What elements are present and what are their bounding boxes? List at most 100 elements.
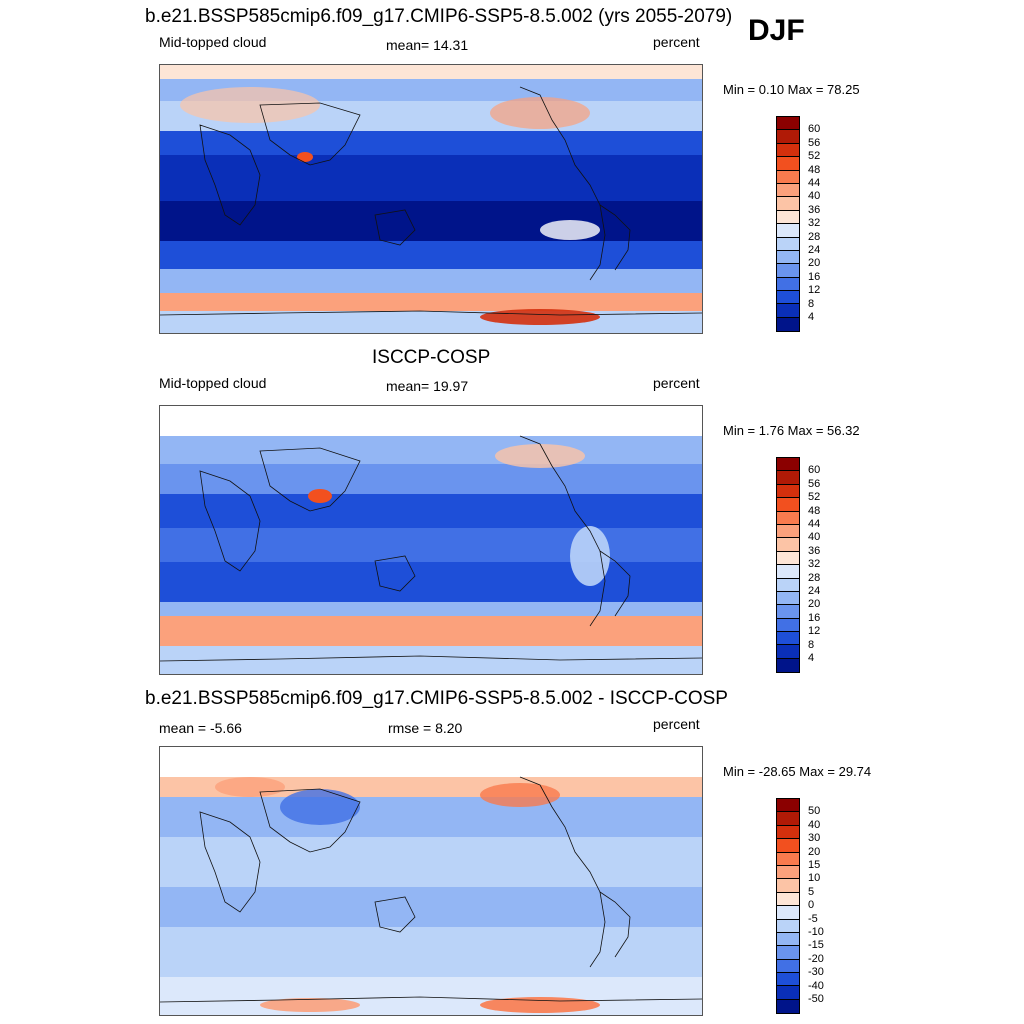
panel-1-units-label: percent: [653, 34, 700, 50]
colorbar-swatch: [777, 999, 799, 1014]
colorbar-tick-label: 8: [808, 638, 815, 651]
colorbar-tick-label: -20: [808, 952, 824, 965]
panel-3-map: [159, 746, 703, 1016]
colorbar-tick-label: 20: [808, 257, 821, 270]
colorbar-swatch: [777, 658, 799, 673]
panel-3-units-label: percent: [653, 716, 700, 732]
colorbar-swatch: [777, 879, 799, 893]
panel-1-variable-label: Mid-topped cloud: [159, 34, 267, 50]
colorbar-tick-label: 52: [808, 491, 821, 504]
colorbar-tick-label: 40: [808, 818, 821, 831]
colorbar-swatch: [777, 645, 799, 659]
colorbar-tick-label: -10: [808, 926, 824, 938]
colorbar-tick-label: -5: [808, 912, 818, 925]
colorbar-swatch: [777, 946, 799, 960]
panel-1-mean-label: mean= 14.31: [386, 37, 469, 53]
panel-2-mean-label: mean= 19.97: [386, 378, 469, 394]
colorbar-swatch: [777, 210, 799, 225]
colorbar-tick-label: 4: [808, 311, 815, 323]
colorbar-tick-label: 40: [808, 531, 821, 544]
colorbar-swatch: [777, 511, 799, 525]
panel-2-map: [159, 405, 703, 675]
panel-3-colorbar: [776, 798, 800, 1015]
panel-2-units-label: percent: [653, 375, 700, 391]
colorbar-tick-label: 4: [808, 652, 815, 664]
panel-2-variable-label: Mid-topped cloud: [159, 375, 267, 391]
colorbar-tick-label: 16: [808, 270, 821, 283]
colorbar-swatch: [777, 317, 799, 332]
colorbar-swatch: [777, 825, 799, 840]
panel-3-map-field: [160, 747, 702, 1015]
colorbar-tick-label: 8: [808, 297, 815, 310]
colorbar-tick-label: 60: [808, 464, 821, 477]
panel-1-map-field: [160, 65, 702, 333]
colorbar-swatch: [777, 237, 799, 251]
colorbar-tick-label: 50: [808, 805, 821, 818]
panel-1-colorbar: [776, 116, 800, 333]
panel-2-map-field: [160, 406, 702, 674]
colorbar-tick-label: 44: [808, 518, 821, 530]
colorbar-tick-label: 36: [808, 544, 821, 557]
colorbar-tick-label: 10: [808, 872, 821, 885]
colorbar-tick-label: 5: [808, 885, 815, 898]
colorbar-swatch: [777, 865, 799, 880]
colorbar-swatch: [777, 471, 799, 485]
colorbar-tick-label: -30: [808, 966, 824, 979]
colorbar-tick-label: 24: [808, 585, 821, 597]
panel-3-mean-label: mean = -5.66: [159, 720, 242, 736]
colorbar-swatch: [777, 551, 799, 566]
colorbar-tick-label: 0: [808, 899, 815, 912]
colorbar-swatch: [777, 973, 799, 987]
colorbar-swatch: [777, 892, 799, 907]
colorbar-swatch: [777, 986, 799, 1000]
colorbar-swatch: [777, 852, 799, 866]
panel-1-title: b.e21.BSSP585cmip6.f09_g17.CMIP6-SSP5-8.…: [145, 6, 733, 27]
colorbar-swatch: [777, 906, 799, 920]
colorbar-swatch: [777, 932, 799, 947]
colorbar-swatch: [777, 919, 799, 933]
panel-1-minmax: Min = 0.10 Max = 78.25: [723, 82, 860, 97]
colorbar-swatch: [777, 498, 799, 512]
colorbar-swatch: [777, 291, 799, 305]
panel-2-minmax: Min = 1.76 Max = 56.32: [723, 423, 860, 438]
panel-3-minmax: Min = -28.65 Max = 29.74: [723, 764, 872, 779]
colorbar-tick-label: 12: [808, 284, 821, 297]
colorbar-swatch: [777, 605, 799, 619]
colorbar-swatch: [777, 250, 799, 265]
colorbar-swatch: [777, 224, 799, 238]
colorbar-tick-label: 60: [808, 123, 821, 136]
colorbar-swatch: [777, 277, 799, 292]
colorbar-tick-label: 32: [808, 217, 821, 230]
colorbar-tick-label: 20: [808, 845, 821, 858]
colorbar-swatch: [777, 839, 799, 853]
colorbar-tick-label: 40: [808, 190, 821, 203]
colorbar-swatch: [777, 618, 799, 633]
panel-3-title: b.e21.BSSP585cmip6.f09_g17.CMIP6-SSP5-8.…: [145, 688, 728, 709]
colorbar-tick-label: 32: [808, 558, 821, 571]
colorbar-tick-label: 20: [808, 598, 821, 611]
colorbar-swatch: [777, 959, 799, 974]
colorbar-tick-label: 48: [808, 163, 821, 176]
panel-2-colorbar: [776, 457, 800, 674]
colorbar-tick-label: 56: [808, 477, 821, 490]
colorbar-swatch: [777, 117, 799, 131]
colorbar-swatch: [777, 591, 799, 606]
colorbar-tick-label: 56: [808, 136, 821, 149]
colorbar-tick-label: 48: [808, 504, 821, 517]
colorbar-tick-label: 52: [808, 150, 821, 163]
colorbar-tick-label: -50: [808, 993, 824, 1005]
colorbar-swatch: [777, 183, 799, 198]
colorbar-swatch: [777, 484, 799, 499]
colorbar-swatch: [777, 143, 799, 158]
colorbar-swatch: [777, 458, 799, 472]
colorbar-tick-label: -40: [808, 979, 824, 992]
colorbar-tick-label: 15: [808, 859, 821, 871]
colorbar-tick-label: 24: [808, 244, 821, 256]
colorbar-tick-label: 12: [808, 625, 821, 638]
colorbar-swatch: [777, 170, 799, 184]
colorbar-tick-label: 30: [808, 832, 821, 845]
colorbar-swatch: [777, 632, 799, 646]
colorbar-tick-label: 16: [808, 611, 821, 624]
season-label: DJF: [748, 14, 805, 47]
colorbar-swatch: [777, 578, 799, 592]
